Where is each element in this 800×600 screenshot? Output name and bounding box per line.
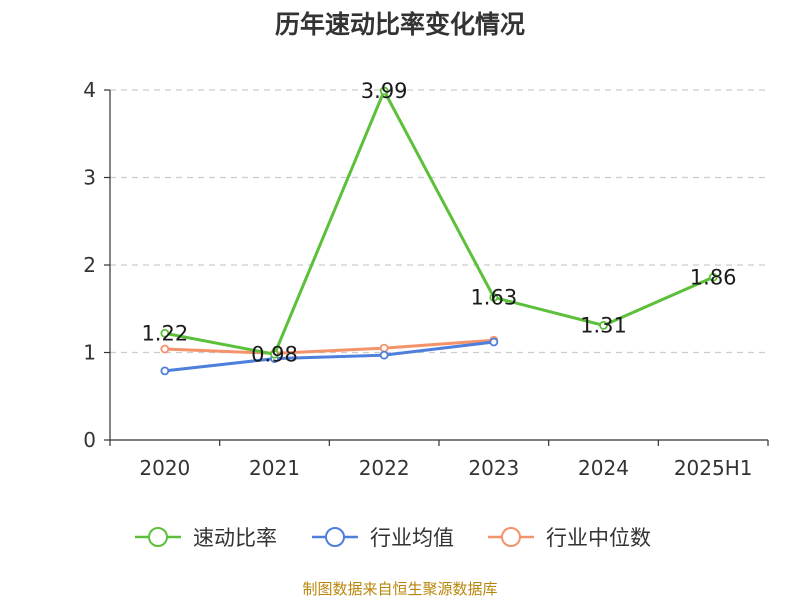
data-point bbox=[160, 328, 170, 338]
legend-label: 行业均值 bbox=[370, 526, 454, 550]
chart-title: 历年速动比率变化情况 bbox=[275, 10, 525, 39]
series-lines bbox=[160, 86, 718, 376]
y-tick-label: 3 bbox=[83, 166, 96, 190]
y-tick-label: 4 bbox=[83, 78, 96, 102]
x-tick-label: 2021 bbox=[249, 456, 300, 480]
legend-item-3[interactable]: 行业中位数 bbox=[488, 526, 651, 550]
data-label: 1.31 bbox=[580, 313, 627, 337]
data-point bbox=[160, 344, 170, 354]
data-point bbox=[379, 350, 389, 360]
x-tick-label: 2022 bbox=[359, 456, 410, 480]
legend-swatch-marker bbox=[148, 527, 168, 547]
y-tick-label: 0 bbox=[83, 428, 96, 452]
data-label: 1.86 bbox=[690, 265, 737, 289]
y-tick-label: 2 bbox=[83, 253, 96, 277]
data-label: 0.98 bbox=[251, 342, 298, 366]
series-line-3 bbox=[164, 338, 494, 355]
legend-label: 行业中位数 bbox=[546, 526, 651, 550]
x-tick-label: 2020 bbox=[139, 456, 190, 480]
data-label: 3.99 bbox=[361, 79, 408, 103]
legend-item-2[interactable]: 行业均值 bbox=[312, 526, 454, 550]
x-tick-label: 2024 bbox=[578, 456, 629, 480]
data-point bbox=[489, 337, 499, 347]
axes: 0 1 2 3 4 2020 2021 2022 2023 2024 2025H1 bbox=[83, 78, 769, 480]
data-point bbox=[599, 320, 608, 330]
data-point bbox=[379, 86, 389, 96]
x-tick-label: 2025H1 bbox=[674, 456, 753, 480]
data-labels: 1.22 0.98 3.99 1.63 1.31 1.86 bbox=[141, 79, 736, 366]
data-label: 1.63 bbox=[470, 285, 517, 309]
data-point bbox=[489, 292, 499, 302]
data-point bbox=[379, 343, 389, 353]
series-line-2 bbox=[164, 340, 495, 373]
legend-label: 速动比率 bbox=[193, 526, 277, 550]
legend-swatch-marker bbox=[501, 527, 521, 547]
y-tick-label: 1 bbox=[83, 341, 96, 365]
grid bbox=[110, 89, 768, 354]
x-tick-label: 2023 bbox=[468, 456, 519, 480]
data-point bbox=[708, 272, 718, 282]
data-point bbox=[160, 366, 170, 376]
data-label: 1.22 bbox=[141, 321, 188, 345]
series-line-1 bbox=[164, 89, 714, 356]
legend-swatch-marker bbox=[325, 527, 345, 547]
legend[interactable]: 速动比率 行业均值 行业中位数 bbox=[135, 526, 651, 550]
data-point bbox=[270, 349, 279, 359]
legend-item-1[interactable]: 速动比率 bbox=[135, 526, 277, 550]
source-note: 制图数据来自恒生聚源数据库 bbox=[302, 580, 497, 598]
